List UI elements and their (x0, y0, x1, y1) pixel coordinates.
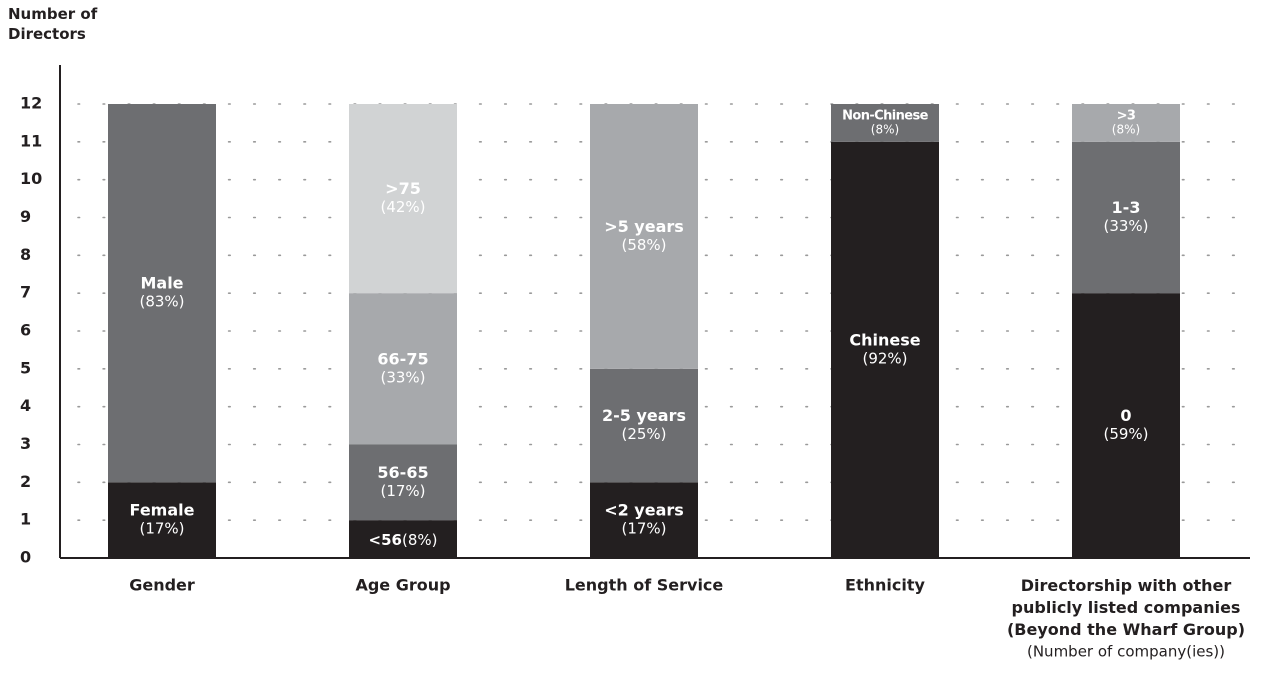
segment-label: Non-Chinese (842, 108, 929, 123)
x-tick-label: Gender (129, 576, 195, 595)
segment-share: (25%) (621, 425, 666, 443)
segment-label: Male (140, 274, 183, 293)
segment-share: (33%) (380, 368, 425, 386)
bar-segment (108, 482, 216, 558)
bar-segment (831, 141, 939, 559)
segment-label: <2 years (604, 501, 684, 520)
y-tick-label: 0 (20, 548, 31, 567)
bar-segment (349, 520, 457, 558)
y-tick-label: 11 (20, 131, 42, 150)
y-axis-title: Number of Directors (8, 5, 98, 43)
segment-share: (92%) (862, 349, 907, 367)
segment-label: 56-65 (377, 463, 428, 482)
segment-label: >5 years (604, 217, 684, 236)
segment-label: Chinese (849, 330, 920, 349)
y-tick-label: 2 (20, 472, 31, 491)
y-tick-label: 9 (20, 207, 31, 226)
x-tick-label: Age Group (355, 576, 450, 595)
bar-segment (1072, 293, 1180, 558)
segment-share: (17%) (621, 520, 666, 538)
segment-share: (58%) (621, 236, 666, 254)
segment-share: (59%) (1103, 425, 1148, 443)
segment-share: (17%) (380, 482, 425, 500)
segment-share: (42%) (380, 198, 425, 216)
bar-segment (349, 444, 457, 521)
bar-segment (590, 368, 698, 483)
segment-share: (83%) (139, 293, 184, 311)
bar-segment (831, 104, 939, 142)
x-tick-label: Directorship with other publicly listed c… (1007, 576, 1245, 639)
segment-label: 66-75 (377, 349, 428, 368)
segment-share: (17%) (139, 520, 184, 538)
segment-label: Female (130, 501, 195, 520)
bar-segment (590, 104, 698, 369)
bar-segment (349, 293, 457, 445)
y-tick-label: 7 (20, 283, 31, 302)
segment-share: (8%) (871, 122, 899, 136)
bar-segment (1072, 141, 1180, 294)
segment-share: (33%) (1103, 217, 1148, 235)
bar-segment (590, 482, 698, 558)
y-tick-label: 3 (20, 434, 31, 453)
y-tick-label: 5 (20, 358, 31, 377)
x-tick-label: Length of Service (565, 576, 724, 595)
x-tick-label: Ethnicity (845, 576, 925, 595)
segment-label: 1-3 (1112, 198, 1141, 217)
bar-segment (349, 104, 457, 294)
segment-label: >75 (385, 179, 421, 198)
segment-label: >3 (1117, 108, 1136, 123)
segment-share: (8%) (1112, 122, 1140, 136)
bar-segment (1072, 104, 1180, 142)
y-tick-label: 12 (20, 94, 42, 113)
y-tick-label: 6 (20, 321, 31, 340)
y-tick-label: 8 (20, 245, 31, 264)
y-tick-label: 10 (20, 169, 42, 188)
y-tick-label: 4 (20, 396, 31, 415)
segment-label: 0 (1120, 406, 1131, 425)
bar-segment (108, 104, 216, 483)
y-tick-label: 1 (20, 510, 31, 529)
segment-label: 2-5 years (602, 406, 686, 425)
x-tick-note: (Number of company(ies)) (1027, 643, 1225, 661)
segment-label: <56(8%) (369, 531, 438, 549)
